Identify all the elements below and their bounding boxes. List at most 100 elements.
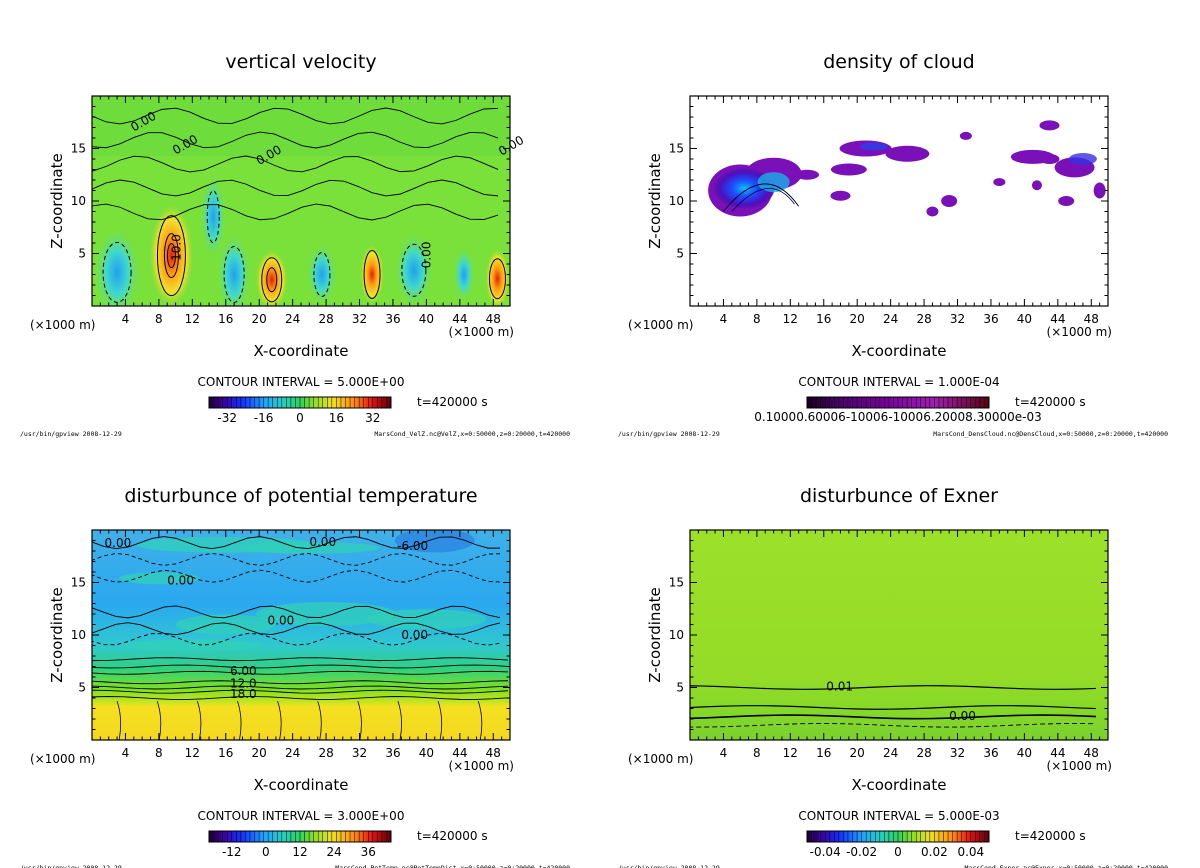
x-tick-label: 16 (218, 312, 233, 326)
x-tick-label: 44 (452, 746, 467, 760)
x-tick-label: 32 (950, 312, 965, 326)
panel-title: disturbunce of Exner (800, 485, 998, 507)
y-axis-label: Z-coordinate (48, 587, 66, 682)
x-tick-label: 24 (883, 312, 898, 326)
x-tick-label: 4 (122, 312, 130, 326)
contour-label: 18.0 (230, 687, 257, 701)
y-tick-label: 5 (676, 247, 684, 261)
x-tick-label: 44 (1050, 746, 1065, 760)
y-tick-label: 10 (669, 628, 684, 642)
x-tick-label: 20 (252, 312, 267, 326)
colorbar-tick-label: 32 (365, 411, 380, 425)
contour-label: 12.0 (230, 677, 257, 691)
x-tick-label: 28 (318, 746, 333, 760)
x-tick-label: 12 (783, 312, 798, 326)
colorbar-tick-label: 24 (326, 845, 341, 859)
contour-label: 0.01 (826, 680, 853, 694)
panel-3: disturbunce of potential temperature 0.00… (20, 485, 570, 868)
x-unit-left: (×1000 m) (30, 752, 95, 766)
colorbar-tick-label: -32 (217, 411, 237, 425)
contour-label: 10.0 (170, 234, 184, 261)
x-tick-label: 20 (850, 312, 865, 326)
contour-interval: CONTOUR INTERVAL = 1.000E-04 (798, 375, 999, 389)
x-tick-label: 36 (385, 312, 400, 326)
contour-label: 0.00 (105, 536, 132, 550)
x-tick-label: 16 (816, 312, 831, 326)
contour-label: -6.00 (397, 539, 428, 553)
colorbar-tick-label: -12 (222, 845, 242, 859)
contour-label: 6.00 (230, 664, 257, 678)
x-tick-label: 36 (983, 312, 998, 326)
x-axis-label: X-coordinate (852, 776, 947, 794)
footer-program: /usr/bin/gpview 2008-12-29 (618, 864, 720, 868)
x-tick-label: 8 (753, 746, 761, 760)
footer-source: MarsCond_Exner.nc@Exner,x=0:50000,z=0:20… (965, 864, 1169, 868)
x-tick-label: 32 (352, 312, 367, 326)
y-tick-label: 15 (669, 142, 684, 156)
contour-label: 0.00 (309, 535, 336, 549)
y-axis-label: Z-coordinate (646, 587, 664, 682)
x-tick-label: 44 (452, 312, 467, 326)
colorbar-tick-label: 0.10000.60006-10006-10006.20008.30000e-0… (754, 410, 1042, 424)
time-label: t=420000 s (417, 395, 488, 409)
x-unit-right: (×1000 m) (1047, 759, 1112, 773)
x-tick-label: 48 (1084, 312, 1099, 326)
contour-label: 0.00 (420, 241, 434, 268)
contour-label: 0.00 (268, 614, 295, 628)
field (690, 96, 1108, 306)
x-tick-label: 8 (753, 312, 761, 326)
colorbar-tick-label: 0 (894, 845, 902, 859)
x-tick-label: 32 (352, 746, 367, 760)
y-tick-label: 10 (669, 194, 684, 208)
colorbar-tick-label: 12 (292, 845, 307, 859)
y-tick-label: 5 (78, 247, 86, 261)
x-tick-label: 4 (720, 746, 728, 760)
colorbar-tick-label: 0.04 (957, 845, 984, 859)
y-tick-label: 15 (71, 576, 86, 590)
x-tick-label: 48 (486, 312, 501, 326)
x-tick-label: 28 (916, 746, 931, 760)
x-tick-label: 4 (720, 312, 728, 326)
x-tick-label: 28 (318, 312, 333, 326)
y-tick-label: 10 (71, 194, 86, 208)
x-tick-label: 40 (1017, 312, 1032, 326)
colorbar-tick-label: -16 (254, 411, 274, 425)
colorbar-tick-label: 0.02 (921, 845, 948, 859)
x-unit-left: (×1000 m) (628, 752, 693, 766)
footer-program: /usr/bin/gpview 2008-12-29 (20, 864, 122, 868)
x-tick-label: 32 (950, 746, 965, 760)
x-tick-label: 36 (983, 746, 998, 760)
x-tick-label: 12 (185, 312, 200, 326)
x-unit-left: (×1000 m) (30, 318, 95, 332)
x-tick-label: 40 (1017, 746, 1032, 760)
contour-interval: CONTOUR INTERVAL = 5.000E-03 (798, 809, 999, 823)
time-label: t=420000 s (1015, 395, 1086, 409)
footer-source: MarsCond_DensCloud.nc@DensCloud,x=0:5000… (933, 430, 1168, 438)
footer-source: MarsCond_VelZ.nc@VelZ,x=0:50000,z=0:2000… (374, 430, 570, 438)
y-axis-label: Z-coordinate (48, 153, 66, 248)
field (92, 530, 510, 740)
x-tick-label: 40 (419, 312, 434, 326)
colorbar-tick-label: 36 (361, 845, 376, 859)
field (690, 530, 1108, 740)
x-tick-label: 24 (883, 746, 898, 760)
contour-interval: CONTOUR INTERVAL = 5.000E+00 (198, 375, 405, 389)
x-axis-label: X-coordinate (254, 776, 349, 794)
y-tick-label: 15 (71, 142, 86, 156)
footer-program: /usr/bin/gpview 2008-12-29 (20, 430, 122, 438)
x-axis-label: X-coordinate (254, 342, 349, 360)
footer-program: /usr/bin/gpview 2008-12-29 (618, 430, 720, 438)
x-tick-label: 28 (916, 312, 931, 326)
contour-label: 0.00 (401, 628, 428, 642)
x-tick-label: 16 (816, 746, 831, 760)
x-tick-label: 40 (419, 746, 434, 760)
x-tick-label: 20 (252, 746, 267, 760)
x-tick-label: 12 (185, 746, 200, 760)
contour-label: 0.00 (167, 574, 194, 588)
colorbar-tick-label: -0.04 (810, 845, 841, 859)
contour-interval: CONTOUR INTERVAL = 3.000E+00 (198, 809, 405, 823)
y-tick-label: 5 (78, 681, 86, 695)
x-tick-label: 24 (285, 312, 300, 326)
